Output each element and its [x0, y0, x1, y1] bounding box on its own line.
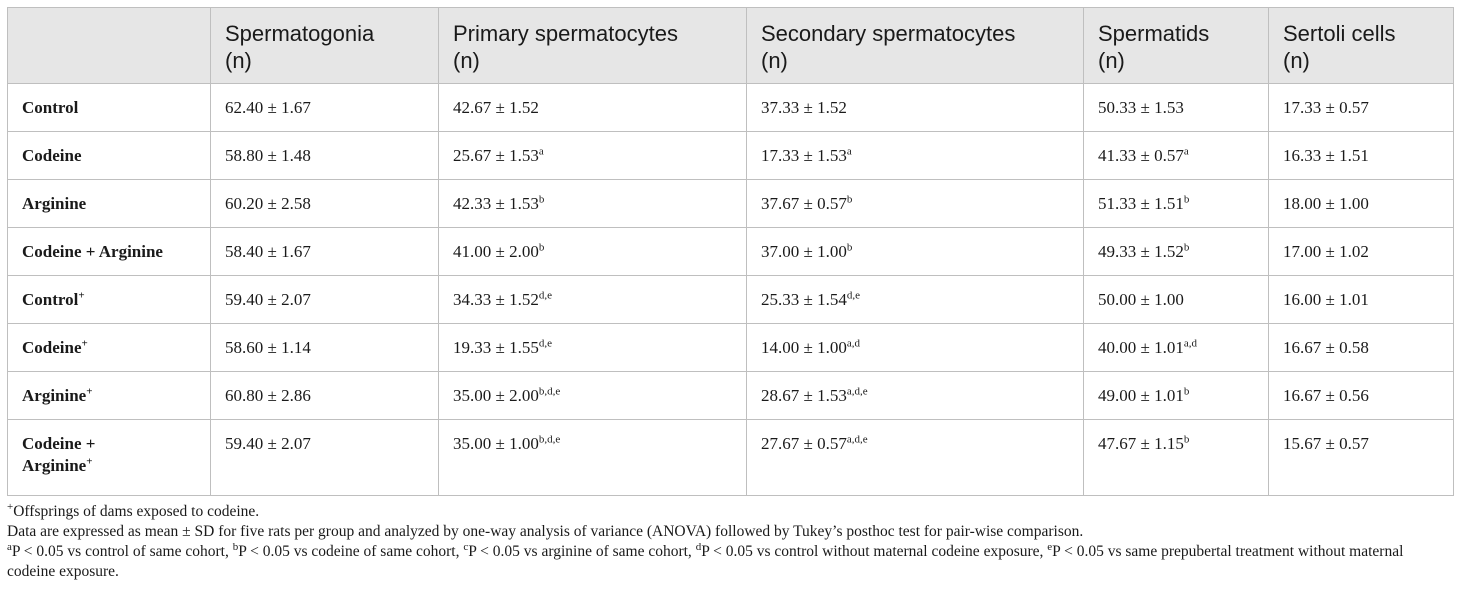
value-cell-spermatogonia: 58.40 ± 1.67 [210, 227, 439, 276]
value-cell-secondary-spermatocytes: 17.33 ± 1.53a [746, 131, 1084, 180]
value-cell-spermatogonia: 60.20 ± 2.58 [210, 179, 439, 228]
value-cell-secondary-spermatocytes: 37.00 ± 1.00b [746, 227, 1084, 276]
value-cell-spermatids: 49.33 ± 1.52b [1083, 227, 1269, 276]
value-cell-primary-spermatocytes: 35.00 ± 1.00b,d,e [438, 419, 747, 496]
value-cell-sertoli-cells: 17.00 ± 1.02 [1268, 227, 1454, 276]
table-footnotes: +Offsprings of dams exposed to codeine. … [7, 500, 1453, 582]
value-cell-sertoli-cells: 16.33 ± 1.51 [1268, 131, 1454, 180]
value-cell-spermatids: 51.33 ± 1.51b [1083, 179, 1269, 228]
value-cell-primary-spermatocytes: 25.67 ± 1.53a [438, 131, 747, 180]
value-cell-primary-spermatocytes: 19.33 ± 1.55d,e [438, 323, 747, 372]
value-cell-sertoli-cells: 16.67 ± 0.56 [1268, 371, 1454, 420]
footnote-data-description: Data are expressed as mean ± SD for five… [7, 523, 1084, 540]
group-cell: Codeine [7, 131, 211, 180]
value-cell-primary-spermatocytes: 41.00 ± 2.00b [438, 227, 747, 276]
table-row: Codeine 58.80 ± 1.48 25.67 ± 1.53a 17.33 ± … [7, 131, 1454, 180]
value-cell-secondary-spermatocytes: 37.33 ± 1.52 [746, 83, 1084, 132]
footnote-significance: aP < 0.05 vs control of same cohort, bP … [7, 540, 1404, 580]
header-cell-spermatids: Spermatids (n) [1083, 7, 1269, 84]
value-cell-secondary-spermatocytes: 28.67 ± 1.53a,d,e [746, 371, 1084, 420]
value-cell-spermatogonia: 62.40 ± 1.67 [210, 83, 439, 132]
results-table: Spermatogonia (n) Primary spermatocytes (n… [7, 7, 1454, 496]
group-cell: Arginine+ [7, 371, 211, 420]
table-row: Codeine + Arginine+ 59.40 ± 2.07 35.00 ± 1.… [7, 419, 1454, 496]
value-cell-secondary-spermatocytes: 37.67 ± 0.57b [746, 179, 1084, 228]
value-cell-sertoli-cells: 16.67 ± 0.58 [1268, 323, 1454, 372]
value-cell-spermatids: 40.00 ± 1.01a,d [1083, 323, 1269, 372]
value-cell-sertoli-cells: 15.67 ± 0.57 [1268, 419, 1454, 496]
group-cell: Control+ [7, 275, 211, 324]
value-cell-primary-spermatocytes: 42.33 ± 1.53b [438, 179, 747, 228]
header-cell-spermatogonia: Spermatogonia (n) [210, 7, 439, 84]
value-cell-spermatids: 41.33 ± 0.57a [1083, 131, 1269, 180]
header-cell-primary-spermatocytes: Primary spermatocytes (n) [438, 7, 747, 84]
value-cell-primary-spermatocytes: 35.00 ± 2.00b,d,e [438, 371, 747, 420]
group-cell: Codeine+ [7, 323, 211, 372]
value-cell-primary-spermatocytes: 34.33 ± 1.52d,e [438, 275, 747, 324]
header-row: Spermatogonia (n) Primary spermatocytes (n… [7, 7, 1454, 84]
table-row: Codeine+ 58.60 ± 1.14 19.33 ± 1.55d,e 14.00… [7, 323, 1454, 372]
group-cell: Control [7, 83, 211, 132]
value-cell-spermatids: 47.67 ± 1.15b [1083, 419, 1269, 496]
value-cell-secondary-spermatocytes: 14.00 ± 1.00a,d [746, 323, 1084, 372]
table-row: Control+ 59.40 ± 2.07 34.33 ± 1.52d,e 25.33… [7, 275, 1454, 324]
value-cell-spermatogonia: 58.60 ± 1.14 [210, 323, 439, 372]
header-cell-secondary-spermatocytes: Secondary spermatocytes (n) [746, 7, 1084, 84]
value-cell-spermatogonia: 59.40 ± 2.07 [210, 275, 439, 324]
value-cell-spermatids: 50.33 ± 1.53 [1083, 83, 1269, 132]
group-cell: Arginine [7, 179, 211, 228]
value-cell-secondary-spermatocytes: 25.33 ± 1.54d,e [746, 275, 1084, 324]
group-cell: Codeine + Arginine+ [7, 419, 211, 496]
value-cell-primary-spermatocytes: 42.67 ± 1.52 [438, 83, 747, 132]
value-cell-sertoli-cells: 17.33 ± 0.57 [1268, 83, 1454, 132]
value-cell-spermatogonia: 58.80 ± 1.48 [210, 131, 439, 180]
value-cell-sertoli-cells: 16.00 ± 1.01 [1268, 275, 1454, 324]
table-row: Arginine+ 60.80 ± 2.86 35.00 ± 2.00b,d,e 28… [7, 371, 1454, 420]
table-container: Spermatogonia (n) Primary spermatocytes (n… [7, 7, 1454, 582]
value-cell-spermatogonia: 60.80 ± 2.86 [210, 371, 439, 420]
table-row: Arginine 60.20 ± 2.58 42.33 ± 1.53b 37.67 ±… [7, 179, 1454, 228]
value-cell-spermatids: 49.00 ± 1.01b [1083, 371, 1269, 420]
footnote-offspring: +Offsprings of dams exposed to codeine. [7, 500, 260, 520]
value-cell-sertoli-cells: 18.00 ± 1.00 [1268, 179, 1454, 228]
value-cell-spermatogonia: 59.40 ± 2.07 [210, 419, 439, 496]
header-cell-sertoli-cells: Sertoli cells (n) [1268, 7, 1454, 84]
value-cell-secondary-spermatocytes: 27.67 ± 0.57a,d,e [746, 419, 1084, 496]
group-cell: Codeine + Arginine [7, 227, 211, 276]
value-cell-spermatids: 50.00 ± 1.00 [1083, 275, 1269, 324]
table-row: Control 62.40 ± 1.67 42.67 ± 1.52 37.33 ± 1… [7, 83, 1454, 132]
table-row: Codeine + Arginine 58.40 ± 1.67 41.00 ± 2.… [7, 227, 1454, 276]
header-cell-group [7, 7, 211, 84]
